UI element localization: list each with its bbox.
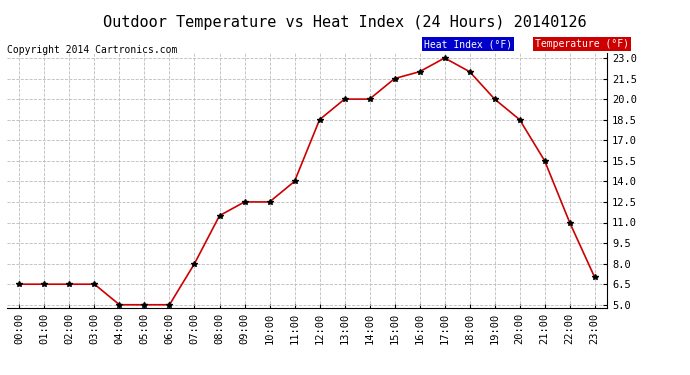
Text: Copyright 2014 Cartronics.com: Copyright 2014 Cartronics.com [7,45,177,55]
Text: Temperature (°F): Temperature (°F) [535,39,629,50]
Text: Outdoor Temperature vs Heat Index (24 Hours) 20140126: Outdoor Temperature vs Heat Index (24 Ho… [104,15,586,30]
Text: Heat Index (°F): Heat Index (°F) [424,39,513,50]
